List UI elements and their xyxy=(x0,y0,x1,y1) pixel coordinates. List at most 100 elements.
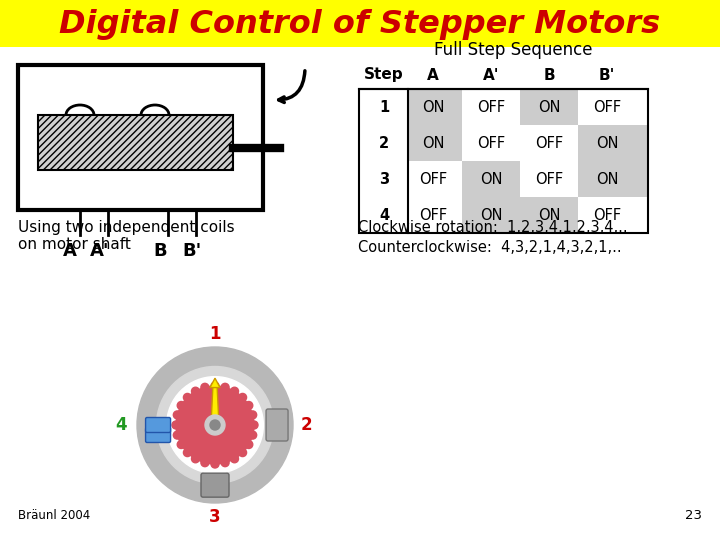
Circle shape xyxy=(221,383,229,392)
Bar xyxy=(359,89,408,125)
Circle shape xyxy=(211,460,219,468)
Text: B: B xyxy=(153,242,167,260)
Text: A': A' xyxy=(482,68,499,83)
Circle shape xyxy=(238,449,246,457)
Circle shape xyxy=(184,394,192,401)
Circle shape xyxy=(192,387,199,395)
Circle shape xyxy=(201,458,209,467)
Text: OFF: OFF xyxy=(419,207,447,222)
Bar xyxy=(462,125,520,161)
Circle shape xyxy=(201,383,209,392)
Text: ON: ON xyxy=(538,99,560,114)
Polygon shape xyxy=(210,378,220,388)
Circle shape xyxy=(172,421,180,429)
Bar xyxy=(38,115,233,170)
Bar xyxy=(520,161,578,197)
Bar xyxy=(408,89,462,125)
Text: B': B' xyxy=(182,242,202,260)
Text: ON: ON xyxy=(422,99,444,114)
Circle shape xyxy=(177,402,185,409)
Text: 2: 2 xyxy=(300,416,312,434)
Text: 3: 3 xyxy=(379,172,389,186)
Text: Bräunl 2004: Bräunl 2004 xyxy=(18,509,90,522)
Circle shape xyxy=(210,420,220,430)
Circle shape xyxy=(156,367,274,483)
FancyBboxPatch shape xyxy=(201,473,229,497)
Circle shape xyxy=(177,441,185,449)
Text: Using two independent coils: Using two independent coils xyxy=(18,220,235,235)
Bar xyxy=(408,197,462,233)
FancyBboxPatch shape xyxy=(266,409,288,441)
Text: A': A' xyxy=(90,242,109,260)
Text: 3: 3 xyxy=(210,508,221,526)
Text: Full Step Sequence: Full Step Sequence xyxy=(433,41,593,59)
Circle shape xyxy=(248,431,256,439)
Bar xyxy=(520,125,578,161)
Text: A: A xyxy=(63,242,77,260)
FancyBboxPatch shape xyxy=(145,428,171,442)
Circle shape xyxy=(176,386,254,464)
Text: on motor shaft: on motor shaft xyxy=(18,237,131,252)
Text: 4: 4 xyxy=(115,416,127,434)
Text: OFF: OFF xyxy=(593,207,621,222)
Text: B': B' xyxy=(599,68,615,83)
Text: OFF: OFF xyxy=(593,99,621,114)
Text: 23: 23 xyxy=(685,509,702,522)
Bar xyxy=(520,89,578,125)
Text: OFF: OFF xyxy=(477,136,505,151)
Bar xyxy=(408,161,462,197)
Circle shape xyxy=(211,382,219,390)
Text: Clockwise rotation:  1,2,3,4,1,2,3,4,..: Clockwise rotation: 1,2,3,4,1,2,3,4,.. xyxy=(358,220,628,235)
Bar xyxy=(359,197,408,233)
Text: 2: 2 xyxy=(379,136,389,151)
Circle shape xyxy=(184,449,192,457)
Circle shape xyxy=(137,347,293,503)
Circle shape xyxy=(192,455,199,463)
Circle shape xyxy=(248,411,256,419)
Bar xyxy=(359,89,648,233)
Bar xyxy=(18,65,263,210)
Bar xyxy=(578,89,649,125)
Text: Counterclockwise:  4,3,2,1,4,3,2,1,..: Counterclockwise: 4,3,2,1,4,3,2,1,.. xyxy=(358,240,621,255)
Circle shape xyxy=(205,415,225,435)
Bar xyxy=(462,89,520,125)
Text: A: A xyxy=(427,68,439,83)
Circle shape xyxy=(230,387,238,395)
Bar xyxy=(359,125,408,161)
Circle shape xyxy=(238,394,246,401)
Polygon shape xyxy=(211,384,219,425)
Text: Digital Control of Stepper Motors: Digital Control of Stepper Motors xyxy=(60,9,660,39)
Circle shape xyxy=(221,458,229,467)
Bar xyxy=(578,197,649,233)
Circle shape xyxy=(245,402,253,409)
Text: OFF: OFF xyxy=(419,172,447,186)
Circle shape xyxy=(250,421,258,429)
Text: OFF: OFF xyxy=(535,136,563,151)
Bar xyxy=(462,161,520,197)
FancyBboxPatch shape xyxy=(145,417,171,433)
Text: 1: 1 xyxy=(210,325,221,343)
Text: ON: ON xyxy=(538,207,560,222)
Bar xyxy=(578,125,649,161)
Text: Step: Step xyxy=(364,68,404,83)
Text: ON: ON xyxy=(422,136,444,151)
Circle shape xyxy=(166,376,264,474)
Text: B: B xyxy=(543,68,555,83)
Circle shape xyxy=(230,455,238,463)
Circle shape xyxy=(245,441,253,449)
Bar xyxy=(408,125,462,161)
Bar xyxy=(520,197,578,233)
Bar xyxy=(359,161,408,197)
Text: ON: ON xyxy=(595,172,618,186)
Bar xyxy=(578,161,649,197)
Circle shape xyxy=(174,431,181,439)
Text: ON: ON xyxy=(480,207,503,222)
Text: OFF: OFF xyxy=(477,99,505,114)
Bar xyxy=(0,0,720,47)
Text: ON: ON xyxy=(595,136,618,151)
Text: 4: 4 xyxy=(379,207,389,222)
Circle shape xyxy=(174,411,181,419)
Text: ON: ON xyxy=(480,172,503,186)
Bar xyxy=(462,197,520,233)
Text: 1: 1 xyxy=(379,99,389,114)
